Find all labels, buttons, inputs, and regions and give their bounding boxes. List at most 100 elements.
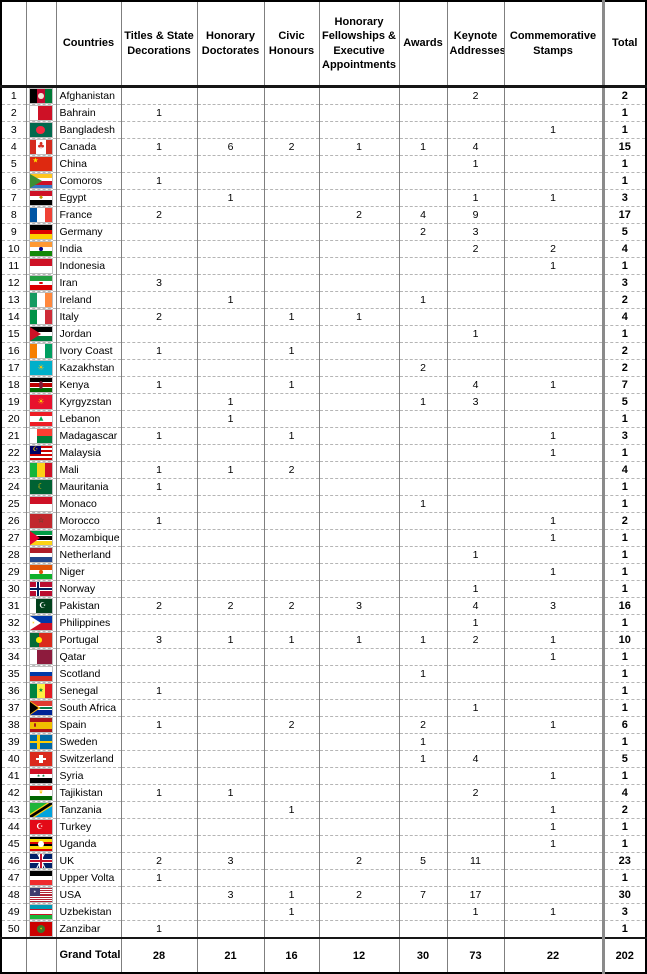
row-number[interactable]: 11 [1,257,27,275]
cell-fellowships[interactable]: 2 [319,206,400,224]
cell-fellowships[interactable]: 3 [319,597,400,615]
column-header-flag[interactable] [26,1,57,88]
cell-doctorates[interactable] [197,172,265,190]
cell-stamps[interactable] [504,495,604,513]
cell-stamps[interactable]: 1 [504,648,604,666]
cell-doctorates[interactable] [197,308,265,326]
cell-doctorates[interactable] [197,359,265,377]
cell-civic[interactable] [264,869,320,887]
cell-keynote[interactable]: 3 [447,393,505,411]
cell-total[interactable]: 5 [601,750,647,768]
cell-awards[interactable] [399,376,448,394]
cell-total[interactable]: 30 [601,886,647,904]
cell-titles[interactable]: 1 [121,512,198,530]
cell-awards[interactable] [399,869,448,887]
cell-keynote[interactable]: 2 [447,86,505,105]
cell-civic[interactable] [264,699,320,717]
flag-cell[interactable] [26,580,57,598]
cell-civic[interactable] [264,393,320,411]
cell-civic[interactable] [264,495,320,513]
cell-keynote[interactable]: 4 [447,138,505,156]
cell-total[interactable]: 3 [601,427,647,445]
cell-total[interactable]: 1 [601,614,647,632]
country-name[interactable]: Bahrain [56,104,122,122]
cell-fellowships[interactable] [319,495,400,513]
flag-cell[interactable] [26,716,57,734]
row-number[interactable]: 18 [1,376,27,394]
flag-cell[interactable] [26,376,57,394]
row-number[interactable]: 41 [1,767,27,785]
cell-titles[interactable]: 1 [121,427,198,445]
flag-cell[interactable]: ☀ [26,393,57,411]
cell-civic[interactable] [264,274,320,292]
row-number[interactable]: 16 [1,342,27,360]
cell-keynote[interactable] [447,410,505,428]
flag-cell[interactable] [26,291,57,309]
cell-fellowships[interactable]: 2 [319,886,400,904]
cell-titles[interactable] [121,257,198,275]
cell-titles[interactable] [121,733,198,751]
row-number[interactable]: 23 [1,461,27,479]
cell-doctorates[interactable] [197,546,265,564]
cell-stamps[interactable] [504,852,604,870]
flag-cell[interactable]: ▲ [26,410,57,428]
flag-cell[interactable]: ☪ [26,818,57,836]
country-name[interactable]: Afghanistan [56,86,122,105]
country-name[interactable]: Tanzania [56,801,122,819]
cell-total[interactable]: 3 [601,903,647,921]
country-name[interactable]: Indonesia [56,257,122,275]
row-number[interactable]: 33 [1,631,27,649]
cell-doctorates[interactable]: 1 [197,410,265,428]
cell-fellowships[interactable] [319,342,400,360]
cell-civic[interactable] [264,155,320,173]
cell-fellowships[interactable] [319,529,400,547]
grand-total-titles[interactable]: 28 [121,937,198,973]
cell-titles[interactable] [121,291,198,309]
cell-fellowships[interactable] [319,461,400,479]
cell-fellowships[interactable] [319,614,400,632]
cell-civic[interactable] [264,240,320,258]
flag-cell[interactable]: ★ [26,682,57,700]
cell-keynote[interactable] [447,461,505,479]
cell-civic[interactable] [264,86,320,105]
cell-civic[interactable]: 1 [264,427,320,445]
grand-total-stamps[interactable]: 22 [504,937,604,973]
cell-total[interactable]: 1 [601,104,647,122]
country-name[interactable]: Mozambique [56,529,122,547]
flag-cell[interactable] [26,495,57,513]
country-name[interactable]: Netherland [56,546,122,564]
cell-awards[interactable] [399,512,448,530]
column-header-awards[interactable]: Awards [399,1,448,88]
country-name[interactable]: Norway [56,580,122,598]
country-name[interactable]: Upper Volta [56,869,122,887]
cell-total[interactable]: 3 [601,274,647,292]
cell-total[interactable]: 1 [601,869,647,887]
flag-cell[interactable]: ✶ [26,920,57,939]
cell-keynote[interactable] [447,495,505,513]
row-number[interactable]: 9 [1,223,27,241]
cell-awards[interactable] [399,920,448,939]
cell-awards[interactable] [399,461,448,479]
row-number[interactable]: 47 [1,869,27,887]
cell-total[interactable]: 2 [601,291,647,309]
cell-fellowships[interactable] [319,767,400,785]
row-number[interactable]: 40 [1,750,27,768]
cell-civic[interactable] [264,529,320,547]
country-name[interactable]: Kazakhstan [56,359,122,377]
flag-cell[interactable] [26,274,57,292]
country-name[interactable]: South Africa [56,699,122,717]
cell-awards[interactable] [399,546,448,564]
country-name[interactable]: Scotland [56,665,122,683]
row-number[interactable]: 30 [1,580,27,598]
cell-civic[interactable] [264,750,320,768]
cell-doctorates[interactable] [197,869,265,887]
flag-cell[interactable]: ☀ [26,359,57,377]
cell-titles[interactable] [121,546,198,564]
cell-total[interactable]: 1 [601,410,647,428]
cell-stamps[interactable] [504,86,604,105]
cell-awards[interactable] [399,155,448,173]
cell-civic[interactable] [264,257,320,275]
cell-titles[interactable] [121,835,198,853]
cell-stamps[interactable] [504,393,604,411]
country-name[interactable]: Egypt [56,189,122,207]
